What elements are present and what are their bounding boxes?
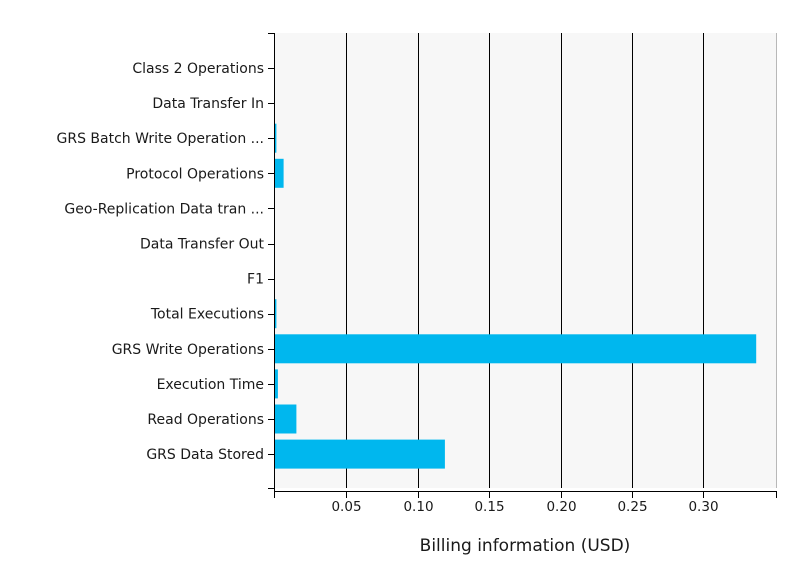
x-tick-label: 0.30 bbox=[688, 499, 718, 515]
category-label: Geo-Replication Data tran ... bbox=[64, 201, 264, 217]
bars bbox=[275, 123, 757, 469]
category-label: Read Operations bbox=[147, 412, 264, 428]
y-axis: Class 2 Operations Data Transfer In GRS Ba… bbox=[57, 33, 275, 491]
category-label: Execution Time bbox=[157, 377, 264, 393]
x-tick-label: 0.15 bbox=[474, 499, 504, 515]
category-label: GRS Write Operations bbox=[112, 342, 264, 358]
bar bbox=[275, 439, 445, 469]
bar bbox=[275, 404, 297, 434]
bar bbox=[275, 123, 277, 153]
category-label: Total Executions bbox=[150, 307, 264, 323]
category-label: Class 2 Operations bbox=[132, 61, 264, 77]
category-label: GRS Batch Write Operation ... bbox=[57, 131, 265, 147]
category-label: GRS Data Stored bbox=[146, 447, 264, 463]
x-axis-title: Billing information (USD) bbox=[420, 536, 631, 556]
x-tick-label: 0.20 bbox=[546, 499, 576, 515]
x-tick-label: 0.05 bbox=[331, 499, 361, 515]
bar bbox=[275, 369, 278, 399]
category-label: F1 bbox=[247, 272, 264, 288]
x-axis: 0.05 0.10 0.15 0.20 0.25 0.30 bbox=[274, 491, 777, 515]
category-label: Data Transfer Out bbox=[140, 237, 265, 253]
plot-background bbox=[275, 33, 776, 488]
gridlines bbox=[346, 33, 777, 488]
category-label: Data Transfer In bbox=[152, 96, 264, 112]
bar bbox=[275, 299, 277, 329]
x-tick-label: 0.25 bbox=[617, 499, 647, 515]
bar bbox=[275, 158, 284, 188]
bar bbox=[275, 334, 757, 364]
x-tick-label: 0.10 bbox=[403, 499, 433, 515]
category-label: Protocol Operations bbox=[126, 166, 264, 182]
